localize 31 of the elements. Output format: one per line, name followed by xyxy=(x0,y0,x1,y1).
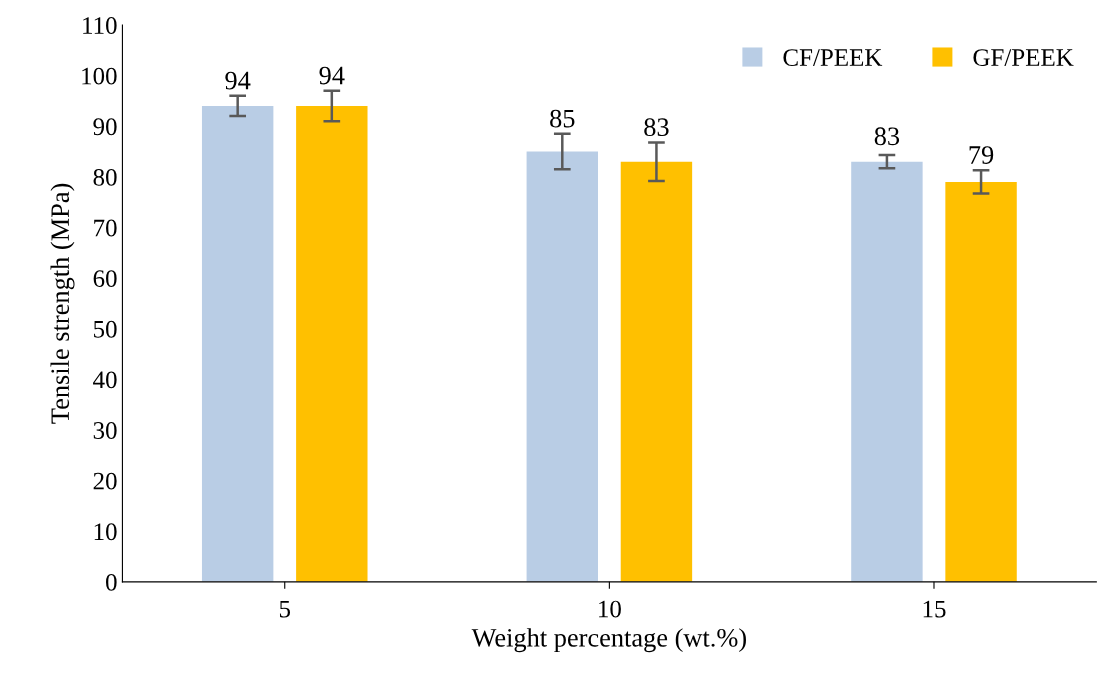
y-tick-label: 40 xyxy=(93,371,117,389)
data-label: 85 xyxy=(550,109,575,128)
y-tick-label: 10 xyxy=(94,523,117,541)
bar xyxy=(296,105,368,582)
y-tick-label: 110 xyxy=(83,17,117,34)
y-tick-label: 20 xyxy=(93,472,117,490)
bar xyxy=(851,161,923,582)
y-axis-title: Tensile strength (MPa) xyxy=(50,183,75,424)
x-axis-title: Weight percentage (wt.%) xyxy=(471,628,746,653)
y-tick-label: 100 xyxy=(82,67,117,85)
y-tick-label: 50 xyxy=(94,320,117,338)
x-tick-label: 15 xyxy=(923,600,946,618)
legend-label: GF/PEEK xyxy=(973,49,1074,66)
data-label: 83 xyxy=(874,127,900,146)
y-tick-label: 30 xyxy=(93,422,117,439)
y-tick-label: 0 xyxy=(106,573,117,591)
y-tick-label: 90 xyxy=(93,118,117,136)
bar xyxy=(201,105,274,582)
data-label: 79 xyxy=(969,146,994,164)
bar xyxy=(526,151,599,582)
bar xyxy=(620,161,693,582)
bar xyxy=(945,181,1017,582)
legend-label: CF/PEEK xyxy=(783,49,883,66)
data-label: 94 xyxy=(319,66,345,85)
y-tick-label: 70 xyxy=(94,219,117,237)
x-tick-label: 10 xyxy=(599,600,621,618)
x-tick-label: 5 xyxy=(279,600,291,618)
y-tick-label: 80 xyxy=(93,168,117,186)
y-tick-label: 60 xyxy=(93,270,117,288)
data-label: 94 xyxy=(225,71,251,90)
data-label: 83 xyxy=(644,118,669,137)
